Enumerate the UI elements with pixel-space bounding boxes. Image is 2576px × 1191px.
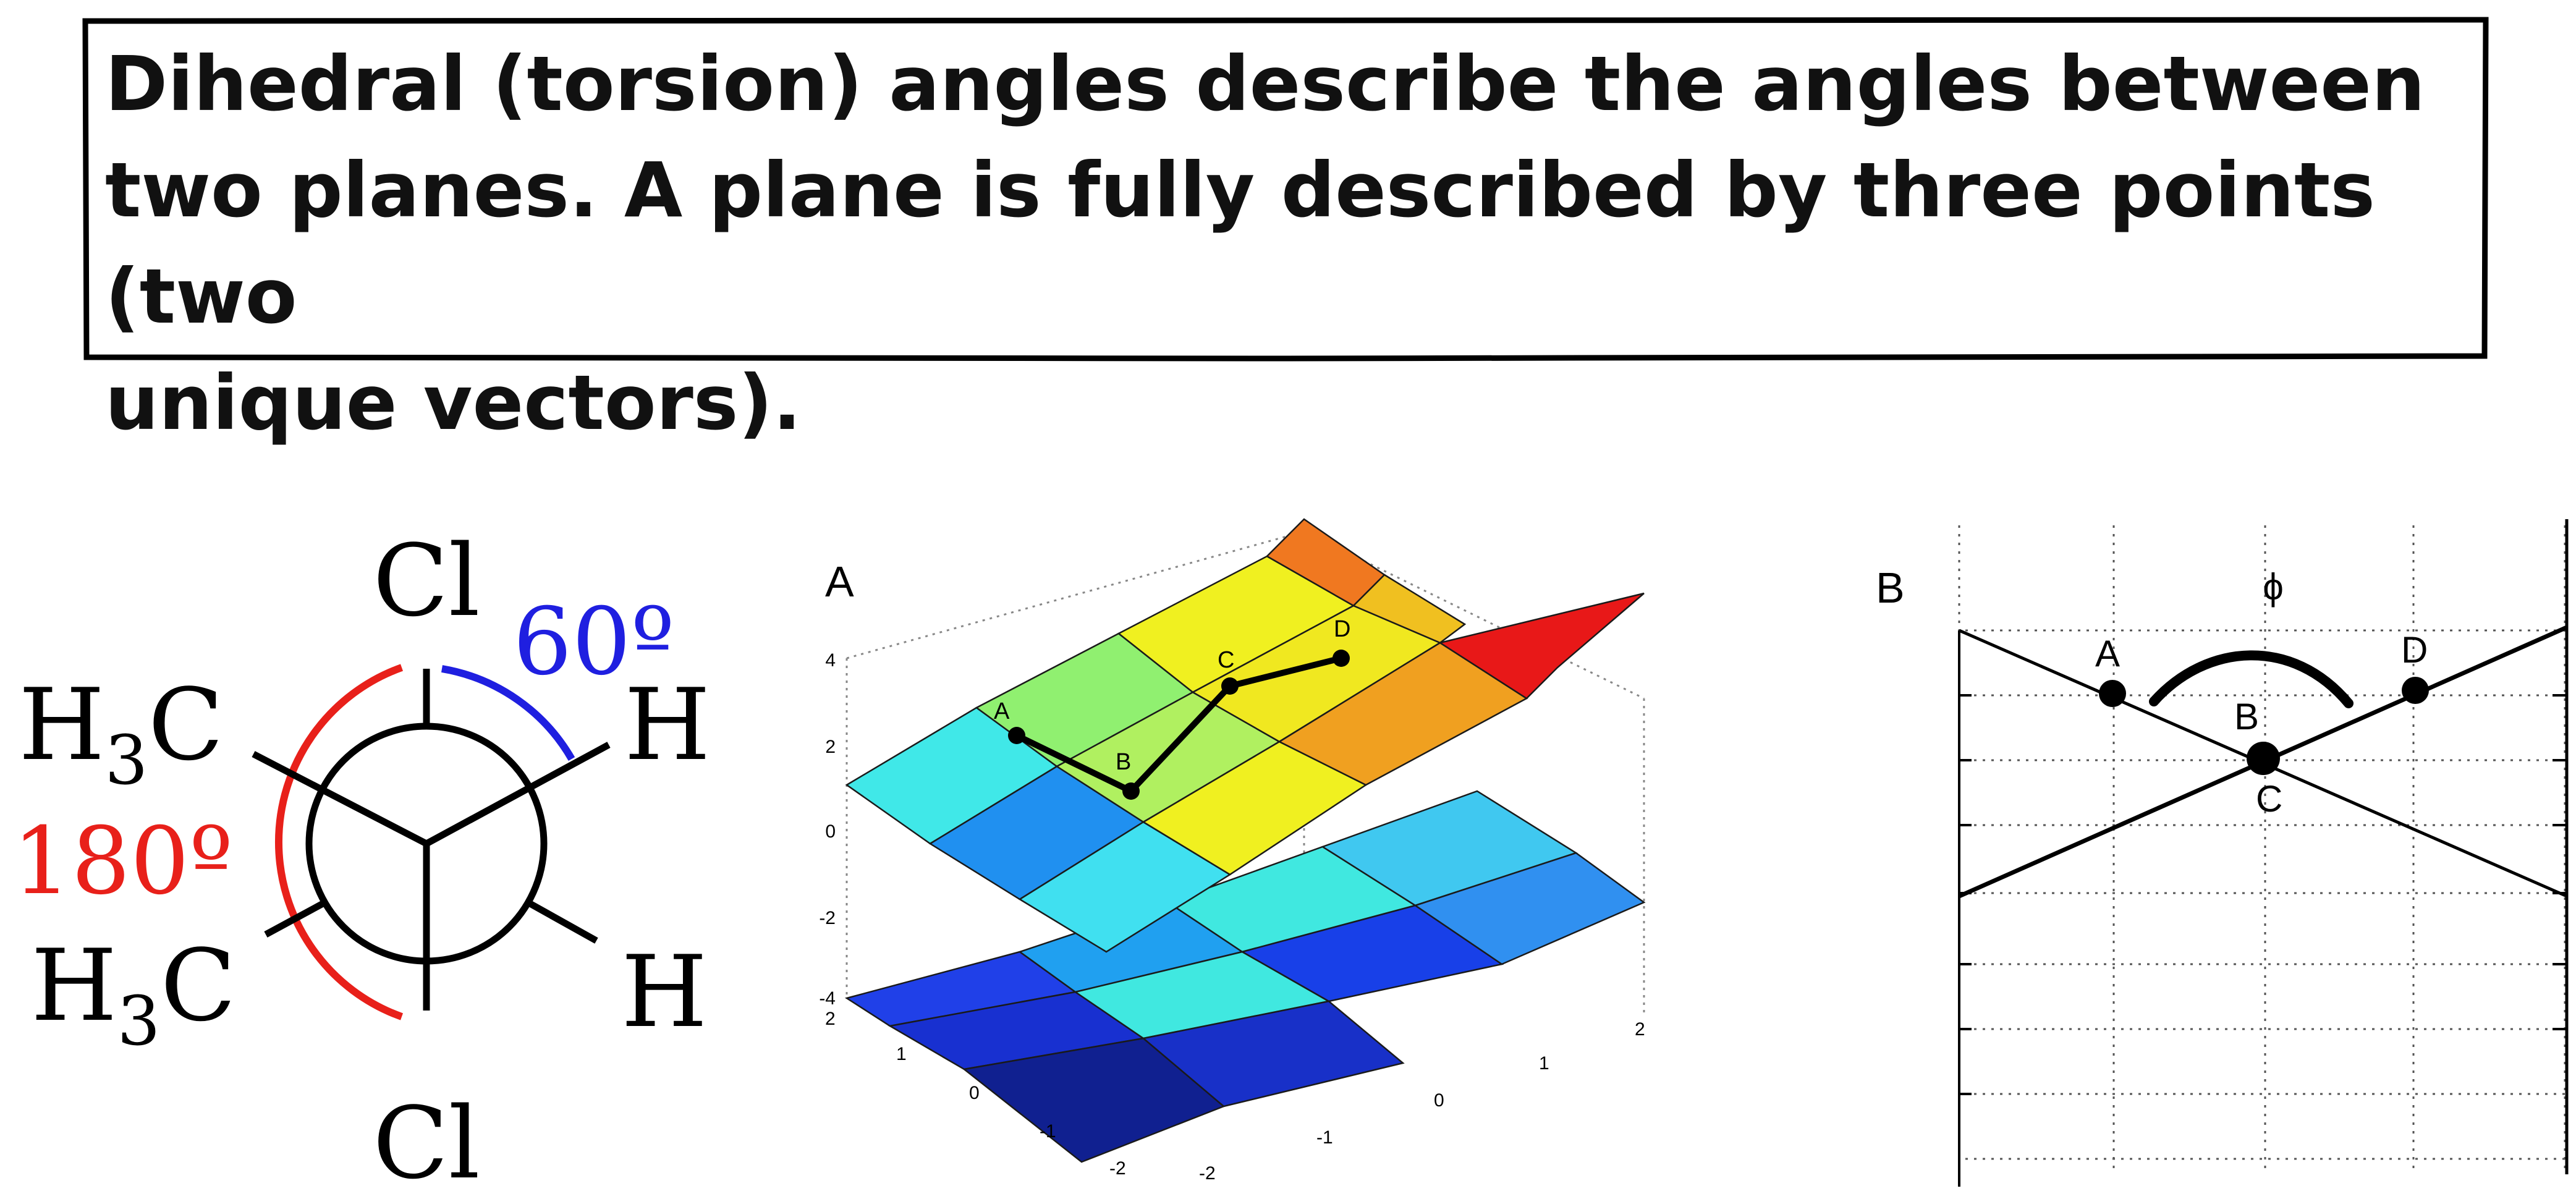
left-axis-tick-3: 0 [969, 1083, 980, 1103]
caption-box: Dihedral (torsion) angles describe the a… [80, 12, 2491, 447]
plot-a-panel: A [797, 494, 1675, 1189]
point-a-marker [2099, 680, 2126, 707]
point-d [1332, 650, 1350, 667]
caption-line-2: two planes. A plane is fully described b… [105, 146, 2375, 341]
front-bond-upper-right [425, 742, 611, 847]
left-axis-tick-1: 2 [825, 1009, 836, 1029]
right-axis-tick-4: 1 [1539, 1053, 1549, 1074]
caption-text: Dihedral (torsion) angles describe the a… [105, 31, 2466, 456]
right-axis-tick-5: 2 [1635, 1019, 1645, 1040]
caption-frame [82, 14, 2489, 362]
dihedral-path [1015, 655, 1342, 795]
caption-line-1: Dihedral (torsion) angles describe the a… [105, 40, 2425, 128]
newman-projection: Cl Cl H3C H3C H H 60º 180º [0, 494, 729, 1191]
top-cl-label: Cl [373, 523, 480, 638]
point-a [1008, 727, 1025, 744]
plot-b-grid [1958, 525, 2566, 1174]
z-tick-2: 2 [825, 737, 836, 757]
point-d-label: D [1334, 616, 1350, 642]
front-bond-upper-left [252, 751, 428, 847]
point-bc-marker [2247, 742, 2280, 775]
large-angle-label: 180º [12, 808, 233, 915]
lower-right-h-label: H [621, 934, 708, 1049]
dihedral-angle-arc [2149, 650, 2354, 708]
left-axis-tick-2: 1 [896, 1044, 907, 1064]
small-angle-arc [441, 665, 575, 761]
plot-b-panel: B [1860, 494, 2576, 1189]
upper-right-h-label: H [624, 667, 711, 782]
plot-a-label: A [825, 557, 854, 606]
small-angle-label: 60º [513, 588, 674, 696]
rear-bond-lower-right [526, 899, 598, 944]
point-b-label: B [1116, 749, 1131, 775]
z-tick-4: -2 [819, 908, 836, 928]
plot-b-ticks [1959, 694, 2567, 1095]
plot-b-svg: B [1876, 519, 2569, 1187]
point-d-marker [2402, 677, 2429, 704]
lower-left-ch3-label: H3C [31, 928, 236, 1061]
newman-svg: Cl Cl H3C H3C H H 60º 180º [12, 523, 711, 1191]
caption-line-3: unique vectors). [105, 359, 802, 447]
large-angle-arc [274, 664, 404, 1020]
phi-label: ϕ [2263, 566, 2284, 608]
plot-a-svg: A [819, 518, 1646, 1184]
bottom-cl-label: Cl [373, 1085, 480, 1189]
right-axis-tick-2: -1 [1316, 1127, 1333, 1148]
rear-bond-lower-left [264, 899, 327, 938]
point-b [1122, 782, 1140, 800]
z-tick-3: 0 [825, 821, 836, 842]
z-tick-1: 4 [825, 650, 836, 671]
plot-b-point-d-label: D [2401, 629, 2428, 671]
left-axis-tick-4: -1 [1040, 1121, 1056, 1142]
right-axis-tick-1: -2 [1199, 1163, 1216, 1184]
lower-plane [844, 790, 1646, 1163]
upper-left-ch3-label: H3C [19, 667, 224, 800]
plot-b-label: B [1876, 564, 1905, 612]
point-c [1221, 677, 1239, 695]
plot-b-point-a-label: A [2095, 633, 2120, 674]
point-a-label: A [994, 698, 1010, 724]
right-axis-tick-3: 0 [1434, 1090, 1444, 1111]
left-axis-tick-5: -2 [1109, 1158, 1126, 1179]
point-c-label: C [1218, 647, 1234, 673]
plot-b-point-b-label: B [2234, 696, 2259, 737]
plot-b-point-c-label: C [2256, 778, 2282, 820]
upper-plane [845, 518, 1645, 953]
z-tick-5: -4 [819, 988, 836, 1009]
